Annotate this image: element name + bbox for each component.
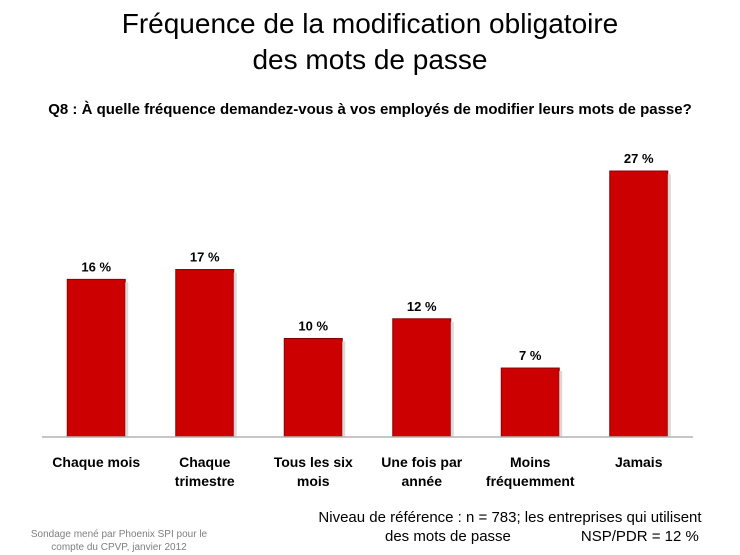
chart-title: Fréquence de la modification obligatoire…: [0, 6, 740, 78]
bar-4: [500, 367, 560, 438]
category-label-2-0: Tous les six: [274, 454, 353, 470]
value-label-1: 17 %: [190, 250, 220, 265]
source-note: Sondage mené par Phoenix SPI pour le com…: [14, 528, 224, 554]
value-label-4: 7 %: [519, 348, 542, 363]
source-line-1: Sondage mené par Phoenix SPI pour le: [30, 529, 208, 540]
value-label-0: 16 %: [81, 259, 111, 274]
value-label-2: 10 %: [298, 318, 328, 333]
source-line-2: compte du CPVP, janvier 2012: [51, 542, 187, 553]
category-label-4-1: fréquemment: [486, 473, 575, 489]
nsp-note: NSP/PDR = 12 %: [580, 528, 699, 545]
bar-2: [283, 337, 343, 438]
category-label-1-1: trimestre: [175, 473, 235, 489]
value-label-5: 27 %: [624, 151, 654, 166]
base-line-1: Niveau de référence : n = 783; les entre…: [318, 509, 702, 526]
bar-chart: 16 % Chaque mois 17 % Chaque trimestre 10 % To…: [42, 151, 693, 489]
bar-shadow-0: [125, 282, 129, 437]
bar-shadow-3: [450, 321, 454, 437]
bar-0: [66, 278, 126, 438]
category-label-2-1: mois: [297, 473, 330, 489]
category-label-3-1: année: [402, 473, 443, 489]
bar-shadow-2: [342, 341, 346, 437]
category-label-0-0: Chaque mois: [52, 454, 140, 470]
title-line-2: des mots de passe: [252, 44, 488, 75]
question-subtitle: Q8 : À quelle fréquence demandez-vous à …: [48, 101, 692, 118]
bar-5: [609, 170, 669, 438]
category-label-1-0: Chaque: [179, 454, 231, 470]
bar-1: [175, 269, 235, 438]
bar-shadow-4: [559, 371, 563, 437]
category-label-4-0: Moins: [510, 454, 551, 470]
title-line-1: Fréquence de la modification obligatoire: [121, 8, 619, 39]
base-line-2: des mots de passe: [385, 528, 511, 545]
base-note: Niveau de référence : n = 783; les entre…: [280, 508, 740, 546]
bar-shadow-1: [233, 272, 237, 437]
category-label-5-0: Jamais: [615, 454, 663, 470]
category-label-3-0: Une fois par: [381, 454, 462, 470]
value-label-3: 12 %: [407, 299, 437, 314]
bar-3: [392, 318, 452, 438]
bar-shadow-5: [667, 174, 671, 437]
